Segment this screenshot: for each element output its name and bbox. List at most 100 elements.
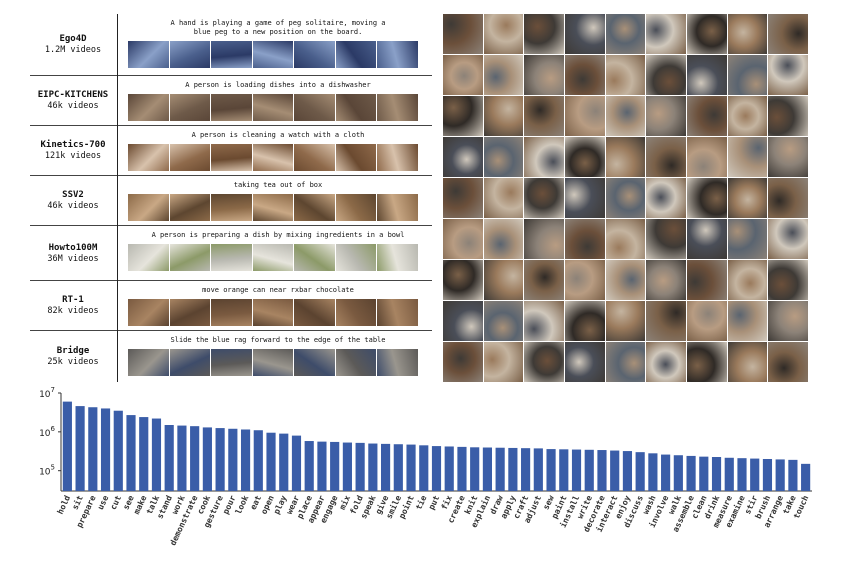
dataset-caption: move orange can near rxbar chocolate [202, 286, 354, 294]
y-tick-label: 105 [39, 464, 55, 478]
bar [457, 446, 467, 491]
video-frame-thumbnail [128, 244, 169, 271]
video-frame-thumbnail [335, 94, 377, 121]
video-frame-thumbnail [211, 41, 252, 68]
mosaic-tile [443, 342, 483, 382]
bar [788, 459, 798, 491]
bar [661, 454, 671, 491]
video-frame-thumbnail [377, 194, 419, 221]
x-tick-label: hold [55, 494, 72, 516]
dataset-count: 46k videos [47, 201, 99, 211]
video-frame-thumbnail [252, 349, 294, 376]
dataset-row: RT-1 82k videos move orange can near rxbar… [30, 281, 432, 331]
mosaic-tile [524, 301, 564, 341]
mosaic-tile [727, 342, 768, 382]
y-tick-label: 107 [39, 386, 55, 400]
mosaic-tile [727, 96, 768, 136]
dataset-name: Ego4D [59, 34, 87, 44]
bar [62, 401, 72, 491]
video-frame-thumbnail [128, 194, 169, 221]
bar [393, 444, 403, 491]
mosaic-tile [646, 55, 686, 95]
video-frame-thumbnail [335, 349, 377, 376]
dataset-caption: blue peg to a new position on the board. [193, 28, 363, 36]
dataset-caption: A person is cleaning a watch with a clot… [191, 131, 365, 139]
mosaic-tile [565, 14, 605, 54]
video-frame-thumbnail [169, 144, 211, 171]
mosaic-tile [565, 137, 605, 177]
bar [75, 406, 85, 491]
dataset-count: 25k videos [47, 356, 99, 367]
bar [406, 444, 416, 491]
video-frame-thumbnail [252, 94, 294, 121]
video-frame-thumbnail [335, 144, 377, 171]
video-frame-thumbnail [377, 144, 419, 171]
mosaic-tile [565, 55, 605, 95]
mosaic-tile [727, 260, 768, 300]
bar [113, 410, 123, 491]
bar [673, 455, 683, 491]
bar [546, 449, 556, 491]
video-frame-thumbnail [377, 41, 419, 68]
bar [648, 453, 658, 491]
bar [381, 443, 391, 491]
mosaic-tile [646, 137, 686, 177]
video-frame-thumbnail [335, 299, 377, 326]
dataset-count: 36M videos [47, 253, 99, 264]
video-frame-thumbnail [294, 144, 335, 171]
video-frame-thumbnail [294, 299, 335, 326]
dataset-row: Kinetics-700 121k videos A person is clean… [30, 126, 432, 176]
mosaic-tile [443, 137, 483, 177]
mosaic-tile [524, 260, 564, 300]
video-frame-thumbnail [128, 94, 169, 121]
mosaic-tile [605, 342, 646, 382]
mosaic-tile [727, 137, 768, 177]
video-frame-thumbnail [169, 244, 211, 271]
x-tick-label: look [233, 494, 250, 516]
video-frame-thumbnail [294, 244, 335, 271]
bar [317, 441, 327, 491]
video-frame-thumbnail [377, 299, 419, 326]
video-frame-mosaic [443, 14, 808, 382]
video-frame-strip [128, 244, 419, 271]
video-frame-strip [128, 144, 419, 171]
video-frame-strip [128, 349, 419, 376]
bar [750, 458, 760, 491]
dataset-row: Bridge 25k videos Slide the blue rag forwa… [30, 331, 432, 381]
mosaic-tile [646, 342, 686, 382]
bar [228, 428, 238, 491]
mosaic-tile [768, 219, 808, 259]
bar [635, 452, 645, 491]
dataset-count: 1.2M videos [44, 45, 102, 55]
mosaic-tile [605, 178, 646, 218]
video-frame-thumbnail [294, 41, 335, 68]
mosaic-tile [524, 178, 564, 218]
video-frame-thumbnail [211, 244, 252, 271]
bar [533, 448, 543, 491]
video-frame-thumbnail [128, 41, 169, 68]
video-frame-thumbnail [169, 299, 211, 326]
video-frame-thumbnail [377, 349, 419, 376]
bar [177, 425, 187, 491]
mosaic-tile [565, 260, 605, 300]
bar [190, 426, 200, 491]
video-frame-thumbnail [252, 299, 294, 326]
bar [737, 458, 747, 491]
mosaic-tile [687, 137, 727, 177]
dataset-name: RT-1 [62, 295, 84, 305]
video-frame-thumbnail [252, 194, 294, 221]
video-frame-thumbnail [211, 194, 252, 221]
bar [202, 427, 212, 491]
bar [368, 443, 378, 491]
video-frame-thumbnail [128, 349, 169, 376]
bar [291, 435, 302, 491]
video-frame-thumbnail [169, 194, 211, 221]
mosaic-tile [524, 14, 564, 54]
mosaic-tile [483, 219, 524, 259]
bar [622, 451, 633, 491]
mosaic-tile [646, 96, 686, 136]
mosaic-tile [443, 96, 483, 136]
mosaic-tile [443, 260, 483, 300]
video-frame-thumbnail [169, 41, 211, 68]
mosaic-tile [768, 137, 808, 177]
